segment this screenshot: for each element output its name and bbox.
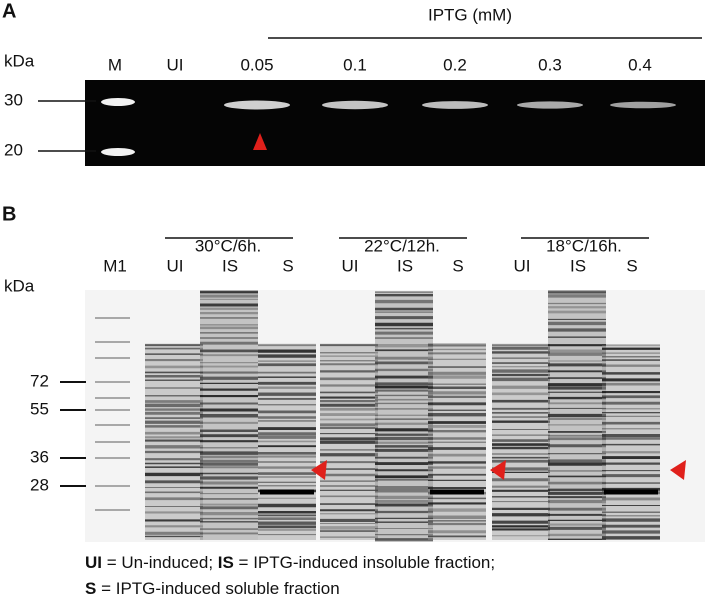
lane-label: IS [570,256,586,275]
panel-header: IPTG (mM) [428,5,512,24]
lane-smear [258,345,316,540]
lane-smear [145,345,203,540]
protein-band [422,101,488,109]
marker-label: 30 [4,90,23,109]
lane-label: S [626,256,637,275]
panel-label: B [2,203,16,225]
group-title: 30°C/6h. [195,236,261,255]
protein-band [517,101,583,109]
lane-smear [602,345,660,540]
legend-line: UI = Un-induced; IS = IPTG-induced insol… [85,553,495,572]
lane-label: S [452,256,463,275]
group-title: 22°C/12h. [364,236,440,255]
lane-smear [492,345,550,540]
lane-label: IS [397,256,413,275]
lane-label: UI [342,256,359,275]
unit-label: kDa [4,51,35,70]
legend-term: IS [218,553,234,572]
lane-label: 0.3 [538,55,562,74]
arrowhead [253,133,267,150]
legend-text: = IPTG-induced insoluble fraction; [234,553,495,572]
lane-label: M [108,55,122,74]
marker-label: 36 [30,447,49,466]
lane-label: UI [514,256,531,275]
lane-label: IS [222,256,238,275]
panel-label: A [2,0,16,22]
lane-label: M1 [103,256,127,275]
arrowhead [490,460,506,480]
marker-label: 28 [30,475,49,494]
gel-a [85,80,705,166]
lane-label: S [282,256,293,275]
lane-smear [428,345,486,540]
protein-band [610,101,676,109]
marker-label: 72 [30,371,49,390]
group-title: 18°C/16h. [546,236,622,255]
lane-label: UI [167,55,184,74]
lane-label: 0.05 [240,55,273,74]
marker-label: 20 [4,140,23,159]
protein-band [224,100,290,110]
unit-label: kDa [4,276,35,295]
legend-line: S = IPTG-induced soluble fraction [85,579,340,598]
marker-band [101,98,135,106]
legend-term: S [85,579,96,598]
lane-label: UI [167,256,184,275]
legend-text: = IPTG-induced soluble fraction [96,579,339,598]
lane-smear [375,292,433,540]
lane-label: 0.4 [628,55,652,74]
marker-band [101,148,135,156]
legend-text: = Un-induced; [102,553,218,572]
protein-band [322,100,388,110]
legend-term: UI [85,553,102,572]
arrowhead [670,460,686,480]
lane-label: 0.1 [343,55,367,74]
arrowhead [311,460,327,480]
lane-label: 0.2 [443,55,467,74]
marker-label: 55 [30,399,49,418]
